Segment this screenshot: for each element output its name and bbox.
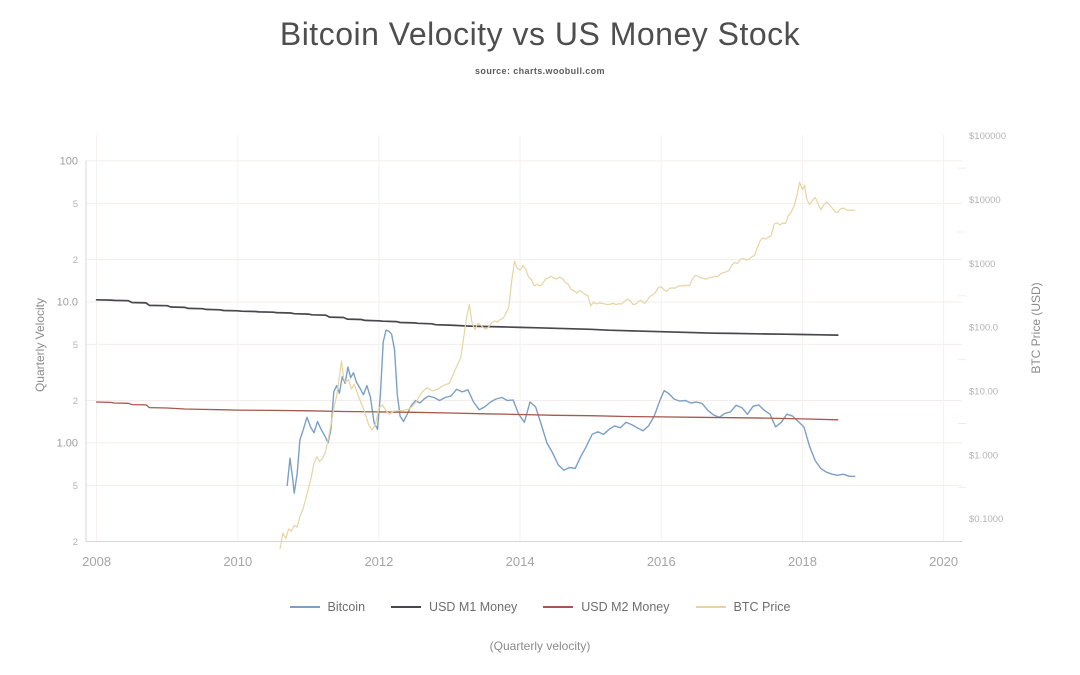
- y-tick-label-right: $1000: [969, 259, 995, 270]
- axis-lines: [85, 160, 966, 542]
- y-tick-label-left: 100: [60, 155, 78, 167]
- y-tick-label-left: 2: [73, 537, 78, 548]
- y-tick-label-left: 2: [73, 255, 78, 266]
- legend-label-btc-price: BTC Price: [733, 600, 791, 614]
- y-tick-label-left: 5: [73, 481, 78, 492]
- y-tick-label-right: $100000: [969, 131, 1006, 142]
- y-tick-label-right: $0.1000: [969, 514, 1003, 525]
- legend-label-bitcoin: Bitcoin: [327, 600, 366, 614]
- gridlines: [86, 135, 962, 542]
- series-line-usd-m2-money: [95, 401, 839, 421]
- legend: Bitcoin USD M1 Money USD M2 Money BTC Pr…: [0, 600, 1080, 614]
- y-tick-label-right: $10.00: [969, 387, 998, 398]
- chart-caption: (Quarterly velocity): [489, 639, 591, 653]
- legend-swatch-bitcoin: [289, 606, 320, 608]
- legend-item-bitcoin[interactable]: Bitcoin: [289, 600, 366, 614]
- chart-title: Bitcoin Velocity vs US Money Stock: [279, 16, 801, 52]
- y-axis-left-title: Quarterly Velocity: [33, 297, 47, 393]
- y-axis-right-title: BTC Price (USD): [1029, 282, 1043, 374]
- legend-label-usd-m2-money: USD M2 Money: [581, 600, 670, 614]
- legend-item-usd-m1-money[interactable]: USD M1 Money: [391, 600, 517, 614]
- chart-subtitle: source: charts.woobull.com: [475, 66, 605, 76]
- legend-swatch-usd-m2-money: [543, 606, 574, 608]
- series-line-usd-m1-money: [95, 298, 839, 336]
- x-tick-label: 2020: [929, 554, 958, 569]
- y-tick-label-left: 5: [73, 199, 78, 210]
- y-tick-label-left: 2: [73, 396, 78, 407]
- x-tick-label: 2008: [82, 554, 111, 569]
- x-tick-label: 2012: [364, 554, 393, 569]
- y-tick-label-left: 1.00: [57, 437, 78, 449]
- x-tick-label: 2016: [647, 554, 676, 569]
- series-lines: [95, 181, 856, 549]
- y-tick-label-right: $10000: [969, 195, 1001, 206]
- y-tick-label-right: $100.0: [969, 323, 998, 334]
- y-tick-label-right: $1.000: [969, 450, 998, 461]
- tick-labels: 100 5 2 10.0 5 2 1.00 5 2 $100000 $10000 $1000 $100.…: [57, 131, 1006, 569]
- x-tick-label: 2014: [506, 554, 535, 569]
- x-tick-label: 2010: [223, 554, 252, 569]
- legend-swatch-usd-m1-money: [391, 606, 422, 608]
- x-tick-label: 2018: [788, 554, 817, 569]
- legend-item-btc-price[interactable]: BTC Price: [695, 600, 791, 614]
- legend-label-usd-m1-money: USD M1 Money: [429, 600, 518, 614]
- y-tick-label-left: 5: [73, 340, 78, 351]
- legend-swatch-btc-price: [695, 606, 726, 608]
- series-line-btc-price: [279, 181, 856, 549]
- legend-item-usd-m2-money[interactable]: USD M2 Money: [543, 600, 670, 614]
- y-tick-label-left: 10.0: [57, 296, 78, 308]
